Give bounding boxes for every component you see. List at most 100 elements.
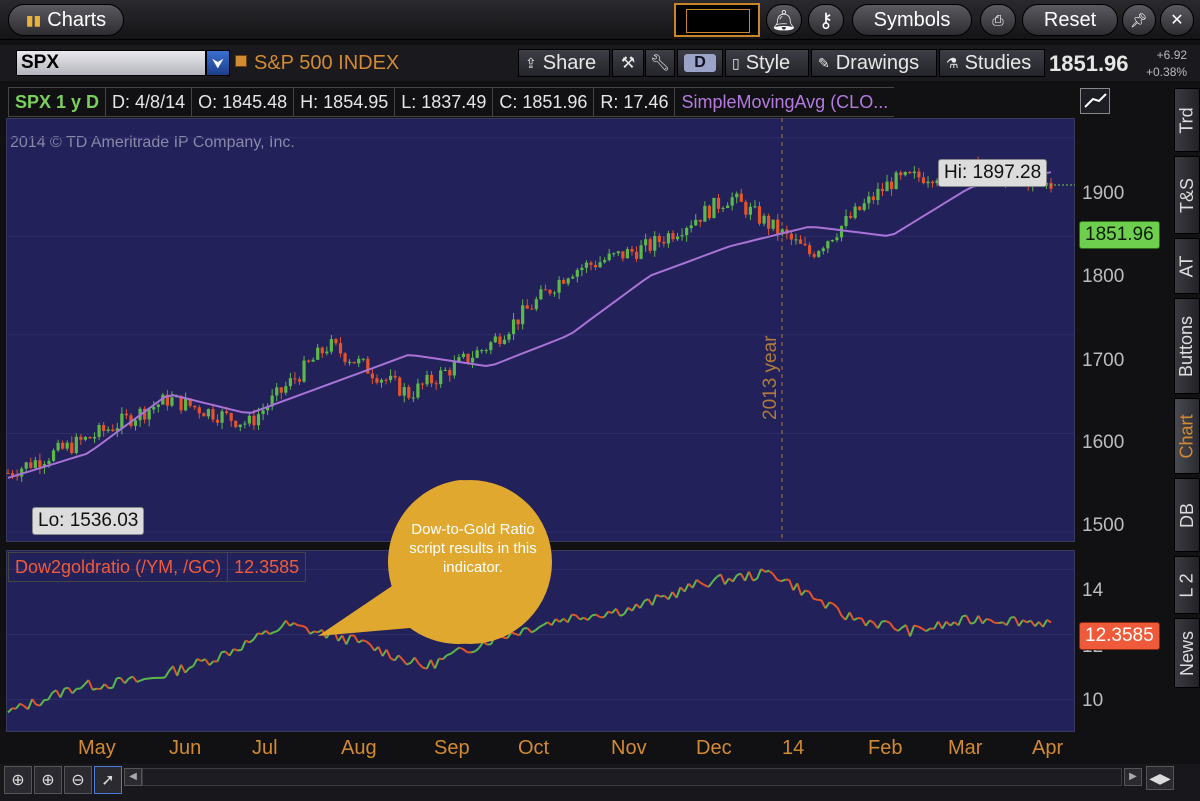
- period-label[interactable]: SPX 1 y D: [8, 87, 107, 117]
- study-label[interactable]: SimpleMovingAvg (CLO...: [675, 87, 895, 117]
- candle-body: [757, 206, 762, 224]
- candle-body: [293, 378, 297, 380]
- ind-y-tick-14: 14: [1082, 580, 1104, 601]
- candle-body: [680, 235, 684, 237]
- candle-body: [370, 373, 374, 379]
- candle-body: [311, 359, 315, 362]
- copyright-watermark: 2014 © TD Ameritrade IP Company, Inc.: [10, 134, 295, 151]
- indicator-segment: [180, 664, 187, 674]
- indicator-segment: [7, 707, 13, 714]
- candle-body: [812, 254, 816, 257]
- link-color-box[interactable]: [674, 3, 760, 37]
- tab-chart[interactable]: Chart: [1174, 398, 1200, 474]
- candle-body: [780, 229, 784, 235]
- indicator-segment: [204, 658, 211, 666]
- tab-ts[interactable]: T&S: [1174, 156, 1200, 234]
- chart-mode-button[interactable]: [1080, 88, 1110, 114]
- zoom-out-button[interactable]: ⊖: [64, 766, 92, 794]
- tab-news[interactable]: News: [1174, 618, 1200, 688]
- candle-body: [926, 181, 930, 184]
- indicator-segment: [853, 617, 859, 622]
- indicator-segment: [704, 584, 710, 588]
- pin-button[interactable]: 📌︎: [1122, 4, 1156, 36]
- indicator-segment: [450, 649, 456, 655]
- candle-body: [876, 188, 880, 201]
- link-icon[interactable]: [235, 55, 247, 67]
- drawings-button[interactable]: ✎ Drawings: [811, 49, 937, 77]
- candle-body: [689, 225, 693, 229]
- indicator-segment: [39, 699, 46, 707]
- print-button[interactable]: ⎙: [980, 4, 1016, 36]
- open-label: O: 1845.48: [192, 87, 295, 117]
- indicator-segment: [990, 619, 996, 624]
- candle-body: [329, 339, 333, 352]
- candle-body: [603, 260, 607, 263]
- x-tick-jun: Jun: [169, 737, 202, 759]
- candle-body: [61, 442, 65, 449]
- indicator-segment: [909, 625, 916, 637]
- indicator-segment: [869, 619, 875, 624]
- tab-db[interactable]: DB: [1174, 478, 1200, 552]
- expand-button[interactable]: ◀▶: [1146, 766, 1174, 790]
- y-tick-1900: 1900: [1082, 183, 1125, 204]
- candle-body: [252, 415, 256, 426]
- time-scrollbar[interactable]: [142, 768, 1122, 786]
- indicator-segment: [639, 600, 646, 609]
- indicator-segment: [531, 629, 536, 634]
- candle-body: [133, 420, 138, 426]
- reset-button[interactable]: Reset: [1022, 4, 1118, 36]
- candle-body: [830, 240, 834, 242]
- indicator-title[interactable]: Dow2goldratio (/YM, /GC): [8, 552, 229, 582]
- bell-button[interactable]: 🔔︎: [766, 4, 802, 36]
- candle-body: [789, 233, 793, 240]
- candle-body: [880, 188, 885, 192]
- close-button[interactable]: ✕: [1160, 4, 1194, 36]
- symbol-input[interactable]: SPX: [16, 50, 206, 76]
- candle-body: [88, 436, 92, 439]
- crosshair-button[interactable]: ⊕: [4, 766, 32, 794]
- style-button[interactable]: ▯ Style: [725, 49, 809, 77]
- candle-body: [225, 411, 229, 414]
- candle-body: [762, 215, 766, 224]
- indicator-segment: [981, 618, 988, 625]
- candle-body: [197, 407, 201, 414]
- indicator-segment: [832, 603, 839, 609]
- candle-body: [543, 289, 548, 291]
- chart-info-line: SPX 1 y D D: 4/8/14 O: 1845.48 H: 1854.9…: [8, 87, 1074, 117]
- indicator-segment: [607, 610, 613, 614]
- x-tick-sep: Sep: [434, 737, 470, 759]
- tab-buttons-label: Buttons: [1176, 315, 1197, 377]
- symbols-button[interactable]: Symbols: [852, 4, 972, 36]
- symbol-dropdown-button[interactable]: ⮟: [206, 50, 230, 76]
- charts-tab[interactable]: ▮▮ Charts: [8, 4, 124, 36]
- indicator-segment: [79, 683, 86, 690]
- candle-body: [56, 442, 60, 451]
- studies-button[interactable]: ⚗ Studies: [939, 49, 1045, 77]
- candle-body: [29, 462, 33, 468]
- settings-button[interactable]: 🔧︎: [645, 49, 675, 77]
- scroll-left-button[interactable]: ◀: [124, 768, 142, 786]
- candle-icon: ▯: [732, 54, 740, 71]
- pointer-button[interactable]: ➚: [94, 766, 122, 794]
- indicator-segment: [897, 626, 903, 632]
- share-button[interactable]: ⇪ Share: [518, 49, 610, 77]
- aggregation-button[interactable]: D: [677, 49, 723, 77]
- candle-body: [366, 358, 370, 374]
- candle-body: [320, 347, 324, 354]
- x-tick-dec: Dec: [696, 737, 732, 759]
- candle-body: [20, 468, 24, 477]
- indicator-segment: [748, 571, 754, 582]
- tab-l2[interactable]: L 2: [1174, 556, 1200, 614]
- tab-trd[interactable]: Trd: [1174, 88, 1200, 152]
- scroll-right-button[interactable]: ▶: [1124, 768, 1142, 786]
- candle-body: [675, 236, 680, 240]
- tab-db-label: DB: [1176, 502, 1197, 528]
- drawing-tools-button[interactable]: ⚒: [612, 49, 644, 77]
- key-button[interactable]: ⚷: [808, 4, 844, 36]
- tab-at[interactable]: AT: [1174, 238, 1200, 294]
- candle-body: [552, 292, 557, 294]
- zoom-in-button[interactable]: ⊕: [34, 766, 62, 794]
- candle-body: [698, 219, 702, 222]
- tab-buttons[interactable]: Buttons: [1174, 298, 1200, 394]
- candle-body: [726, 205, 730, 208]
